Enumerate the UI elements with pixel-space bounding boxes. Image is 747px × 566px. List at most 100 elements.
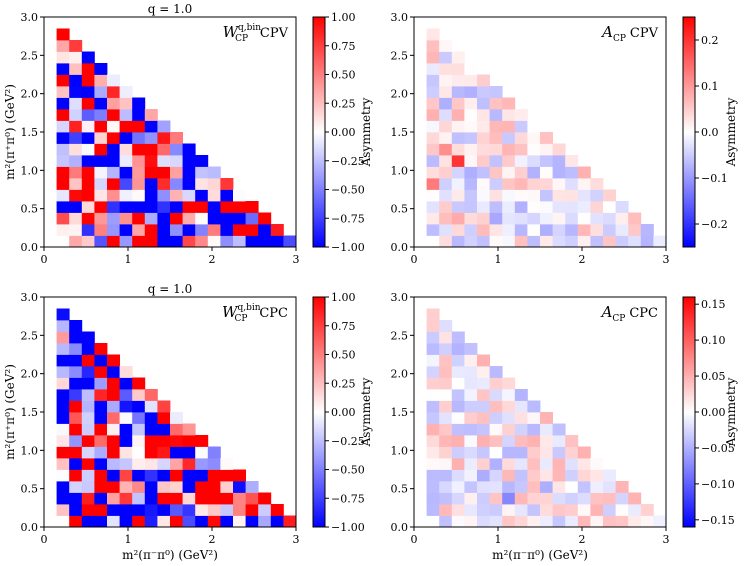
heatmap-cell: [426, 389, 440, 401]
colorbar-tick-label: 0.50: [331, 349, 356, 362]
heatmap-cell: [514, 458, 528, 470]
heatmap-cell: [157, 469, 171, 482]
heatmap-cell: [439, 389, 453, 401]
heatmap-cell: [144, 109, 158, 121]
heatmap-cell: [565, 224, 579, 236]
heatmap-cell: [540, 235, 553, 248]
heatmap-cell: [640, 235, 654, 248]
heatmap-cell: [502, 492, 516, 505]
heatmap-cell: [552, 155, 566, 167]
heatmap-cell: [426, 481, 440, 493]
colorbar-tick-label: −0.05: [701, 442, 735, 455]
heatmap-cell: [81, 235, 95, 248]
heatmap-cell: [426, 320, 440, 332]
heatmap-cell: [477, 155, 490, 167]
heatmap-cell: [439, 235, 453, 248]
heatmap-cell: [439, 143, 453, 156]
heatmap-cell: [426, 120, 440, 133]
heatmap-cell: [502, 446, 516, 459]
title-symbol: A: [600, 23, 613, 41]
heatmap-cell: [157, 178, 171, 190]
heatmap-cell: [477, 74, 490, 87]
heatmap-cell: [107, 178, 120, 190]
y-tick-label: 0.5: [391, 483, 409, 496]
heatmap-cell: [207, 166, 221, 179]
y-tick-label: 0.5: [21, 483, 39, 496]
heatmap-cell: [577, 469, 591, 482]
heatmap-cell: [565, 201, 579, 213]
heatmap-cell: [451, 389, 465, 401]
heatmap-cell: [119, 400, 133, 413]
heatmap-cell: [603, 515, 616, 528]
heatmap-cell: [477, 400, 490, 413]
heatmap-cell: [426, 446, 440, 459]
heatmap-cell: [69, 120, 83, 133]
heatmap-cell: [132, 481, 146, 493]
heatmap-cell: [540, 189, 553, 202]
heatmap-cell: [170, 178, 183, 190]
y-tick-label: 1.5: [391, 126, 409, 139]
heatmap-cell: [207, 446, 221, 459]
heatmap-cell: [132, 201, 146, 213]
heatmap-cell: [233, 515, 246, 528]
heatmap-cell: [81, 97, 95, 110]
heatmap-cell: [552, 189, 566, 202]
heatmap-cell: [144, 515, 158, 528]
heatmap-cell: [439, 189, 453, 202]
heatmap-cell: [132, 389, 146, 401]
heatmap-cell: [615, 235, 629, 248]
heatmap-cell: [615, 224, 629, 236]
heatmap-cell: [157, 412, 171, 424]
heatmap-cell: [464, 212, 478, 225]
heatmap-cell: [464, 446, 478, 459]
heatmap-cell: [56, 331, 70, 344]
heatmap-cell: [502, 189, 516, 202]
heatmap-cell: [439, 224, 453, 236]
heatmap-cell: [245, 492, 259, 505]
heatmap-cell: [552, 224, 566, 236]
heatmap-cell: [514, 212, 528, 225]
y-tick-label: 2.0: [391, 368, 409, 381]
x-tick-label: 1: [125, 253, 132, 266]
x-tick-label: 0: [41, 533, 48, 546]
heatmap-cells: [56, 308, 297, 528]
heatmap-cell: [502, 235, 516, 248]
heatmap-cell: [426, 435, 440, 447]
heatmap-cell: [56, 400, 70, 413]
heatmap-cell: [81, 51, 95, 64]
heatmap-cell: [81, 212, 95, 225]
title-symbol: W: [223, 23, 240, 41]
heatmap-cell: [552, 235, 566, 248]
heatmap-cell: [451, 63, 465, 75]
top-title: q = 1.0: [148, 282, 192, 296]
heatmap-cell: [56, 212, 70, 225]
heatmap-cell: [132, 492, 146, 505]
colorbar-tick-label: −0.2: [701, 218, 728, 231]
heatmap-cell: [81, 86, 95, 98]
heatmap-cell: [107, 143, 120, 156]
heatmap-cell: [170, 458, 183, 470]
panel-title: ACP CPV: [600, 23, 658, 44]
heatmap-cell: [132, 377, 146, 390]
heatmap-cell: [603, 224, 616, 236]
heatmap-cell: [144, 224, 158, 236]
heatmap-cell: [81, 155, 95, 167]
heatmap-cell: [132, 446, 146, 459]
heatmap-cell: [132, 458, 146, 470]
colorbar-tick-label: 0.0: [701, 126, 719, 139]
heatmap-cell: [94, 458, 108, 470]
heatmap-cell: [565, 504, 579, 516]
heatmap-cell: [489, 515, 503, 528]
heatmap-cell: [514, 400, 528, 413]
heatmap-cell: [157, 201, 171, 213]
heatmap-cell: [170, 515, 183, 528]
heatmap-cell: [157, 189, 171, 202]
heatmap-cell: [540, 178, 553, 190]
heatmap-cell: [69, 189, 83, 202]
heatmap-cell: [477, 178, 490, 190]
heatmap-cell: [182, 504, 196, 516]
colorbar: −0.15 −0.10 −0.05 0.00 0.05 0.10 0.15 Asymmetry: [682, 296, 738, 528]
colorbar: −1.00 −0.75 −0.50 −0.25 0.00 0.25 0.50 0.75 1.00…: [312, 11, 373, 254]
y-tick-label: 2.5: [391, 49, 409, 62]
heatmap-cell: [527, 492, 541, 505]
